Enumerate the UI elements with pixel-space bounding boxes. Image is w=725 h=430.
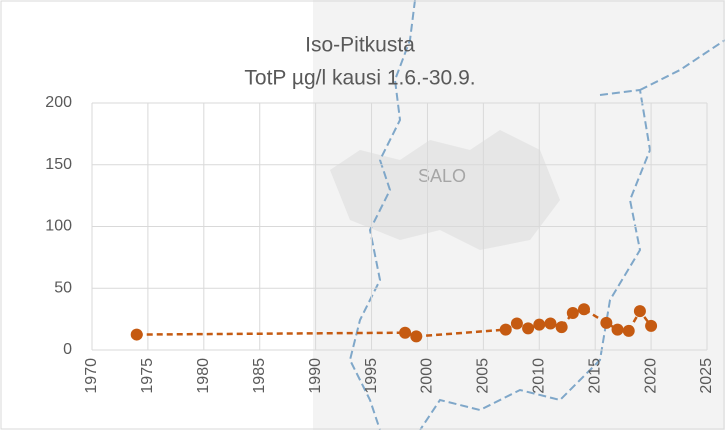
y-tick-label: 100 (45, 218, 72, 235)
x-tick-label: 2000 (419, 358, 436, 394)
x-tick-label: 2010 (530, 358, 547, 394)
y-tick-label: 150 (45, 156, 72, 173)
x-tick-label: 1990 (307, 358, 324, 394)
x-tick-label: 1995 (363, 358, 380, 394)
data-point (611, 323, 624, 336)
data-point (622, 324, 635, 337)
map-background (313, 0, 725, 430)
data-point (499, 323, 512, 336)
x-tick-label: 1985 (251, 358, 268, 394)
x-tick-label: 2020 (642, 358, 659, 394)
data-point (555, 321, 568, 334)
chart-subtitle: TotP µg/l kausi 1.6.-30.9. (244, 67, 475, 90)
chart-title: Iso-Pitkusta (305, 34, 415, 57)
y-tick-label: 200 (45, 94, 72, 111)
data-point (566, 306, 579, 319)
data-point (410, 330, 423, 343)
data-point (645, 319, 658, 332)
x-tick-label: 2015 (586, 358, 603, 394)
data-point (600, 316, 613, 329)
data-point (544, 317, 557, 330)
x-tick-label: 1980 (195, 358, 212, 394)
x-tick-label: 2005 (475, 358, 492, 394)
y-tick-label: 50 (54, 279, 72, 296)
data-point (533, 318, 546, 331)
map-label: SALO (418, 166, 466, 186)
data-point (522, 322, 535, 335)
x-tick-label: 2025 (698, 358, 715, 394)
data-point (633, 305, 646, 318)
data-point (130, 328, 143, 341)
y-tick-label: 0 (63, 341, 72, 358)
data-point (578, 303, 590, 316)
x-tick-label: 1970 (83, 358, 100, 394)
data-point (399, 326, 412, 339)
x-tick-label: 1975 (139, 358, 156, 394)
data-point (510, 317, 523, 330)
